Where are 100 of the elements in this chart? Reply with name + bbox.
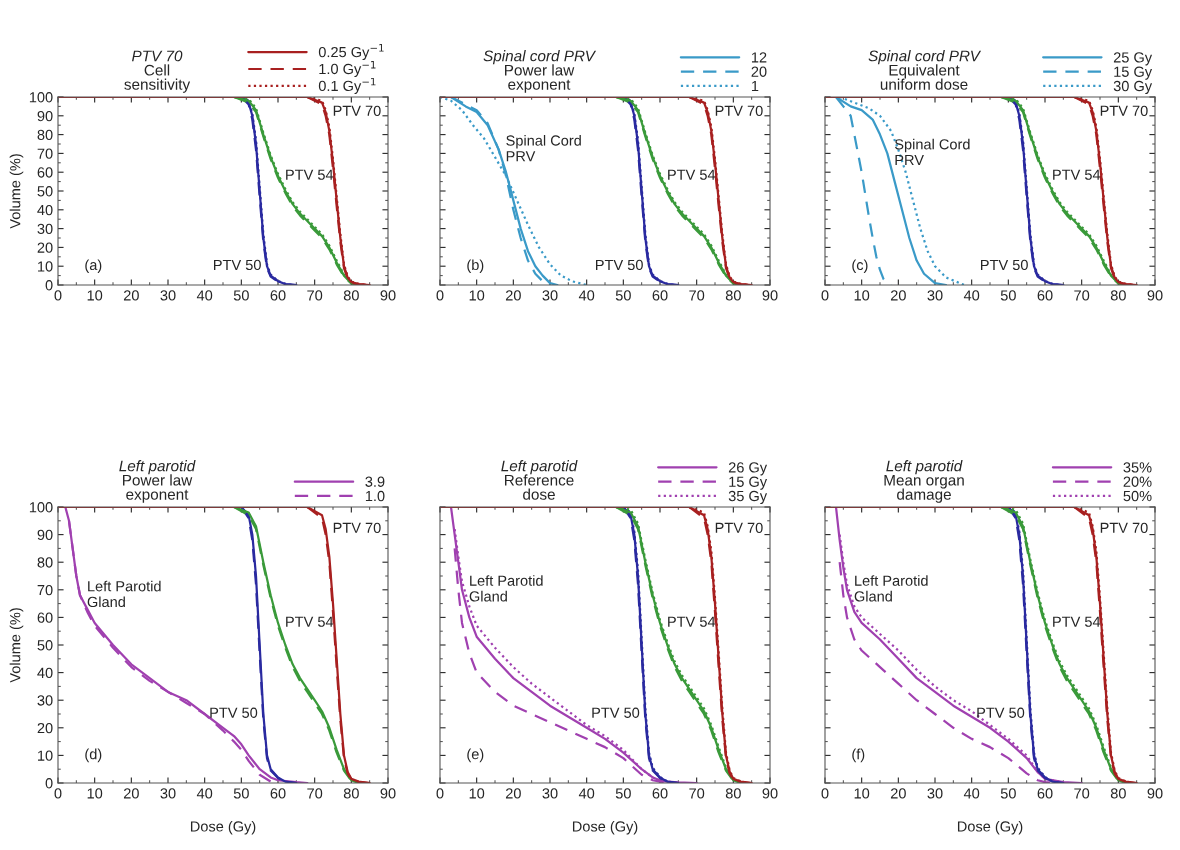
y-tick-label: 90 [37, 529, 53, 541]
x-tick-label: 70 [307, 290, 323, 301]
annotation: PTV 50 [210, 707, 258, 718]
chart-subtitle: Cell sensitivity [124, 64, 191, 93]
x-tick-label: 50 [615, 290, 631, 301]
legend-label: 30 Gy [1113, 80, 1153, 95]
annotation: Left Parotid Gland [854, 575, 928, 602]
annotation: PTV 54 [1053, 616, 1101, 627]
annotation: PTV 70 [333, 105, 381, 116]
x-tick-label: 60 [270, 290, 286, 301]
x-tick-label: 60 [1037, 788, 1053, 799]
annotation: PTV 70 [1100, 105, 1148, 116]
annotation: PTV 54 [286, 169, 334, 180]
x-tick-label: 70 [1074, 290, 1090, 301]
chart-title: Left parotid [501, 460, 578, 475]
x-tick-label: 20 [890, 290, 906, 301]
x-axis-title: Dose (Gy) [572, 820, 638, 835]
y-tick-label: 80 [37, 557, 53, 568]
y-tick-label: 30 [37, 695, 53, 706]
x-tick-label: 0 [436, 290, 444, 301]
annotation: PTV 54 [1053, 169, 1101, 180]
x-tick-label: 90 [1147, 290, 1163, 301]
legend-label: 35 Gy [728, 490, 768, 505]
x-tick-label: 70 [1074, 788, 1090, 799]
x-tick-label: 50 [233, 290, 249, 301]
y-tick-label: 70 [37, 584, 53, 596]
annotation: PTV 50 [214, 259, 261, 271]
annotation: PTV 50 [596, 259, 643, 271]
x-tick-label: 20 [505, 788, 521, 799]
y-tick-label: 40 [37, 204, 53, 216]
x-tick-label: 0 [821, 788, 829, 799]
y-tick-label: 10 [38, 750, 53, 761]
chart-subtitle: Power law exponent [123, 474, 193, 503]
annotation: Left Parotid Gland [87, 580, 161, 608]
annotation: PTV 70 [715, 522, 763, 533]
x-tick-label: 90 [762, 788, 778, 799]
x-tick-label: 10 [87, 788, 103, 799]
legend-label: 15 Gy [1114, 66, 1153, 80]
x-tick-label: 30 [160, 290, 176, 301]
chart-subtitle: Reference dose [505, 474, 574, 500]
x-tick-label: 70 [689, 788, 705, 799]
x-tick-label: 80 [1110, 290, 1126, 301]
legend-label: 25 Gy [1113, 52, 1153, 66]
x-tick-label: 60 [270, 788, 286, 799]
x-tick-label: 80 [343, 290, 359, 301]
y-tick-label: 0 [45, 778, 53, 789]
y-axis-title: Volume (%) [9, 154, 24, 229]
chart-title: Left parotid [119, 460, 196, 475]
legend-label: 0.25 Gy$^{−1}$ [318, 44, 384, 61]
annotation: PTV 54 [286, 616, 334, 627]
x-tick-label: 20 [890, 788, 906, 799]
legend-label: 1 [751, 81, 759, 92]
x-tick-label: 10 [87, 290, 103, 301]
y-tick-label: 20 [37, 722, 53, 734]
legend-label: 3.9 [365, 476, 385, 487]
chart-title: Spinal cord PRV [483, 50, 597, 65]
annotation: PTV 70 [1100, 522, 1148, 533]
x-tick-label: 50 [233, 788, 249, 799]
x-tick-label: 70 [307, 788, 323, 799]
x-tick-label: 30 [927, 290, 943, 301]
x-tick-label: 30 [927, 788, 943, 799]
x-tick-label: 0 [54, 788, 62, 799]
y-tick-label: 50 [37, 186, 53, 197]
legend-label: 1.0 Gy$^{−1}$ [319, 60, 376, 78]
x-tick-label: 30 [160, 788, 176, 799]
x-tick-label: 80 [1110, 788, 1126, 799]
chart-subtitle: Power law exponent [505, 64, 575, 93]
x-tick-label: 0 [54, 290, 62, 301]
x-tick-label: 10 [854, 788, 870, 799]
x-tick-label: 70 [689, 290, 705, 301]
x-tick-label: 50 [1000, 788, 1016, 799]
x-axis-title: Dose (Gy) [190, 820, 256, 835]
annotation: PTV 50 [592, 707, 640, 718]
x-tick-label: 10 [469, 788, 485, 799]
y-tick-label: 10 [38, 261, 53, 272]
x-tick-label: 80 [725, 290, 741, 301]
annotation: (e) [467, 748, 484, 763]
x-tick-label: 30 [542, 788, 558, 799]
y-tick-label: 20 [37, 242, 53, 253]
x-tick-label: 20 [123, 290, 139, 301]
y-axis-title: Volume (%) [9, 608, 24, 683]
legend-label: 20 [751, 66, 767, 77]
y-tick-label: 50 [37, 640, 53, 651]
annotation: PTV 54 [668, 616, 716, 627]
y-tick-label: 80 [37, 129, 53, 141]
x-tick-label: 40 [963, 290, 980, 301]
x-axis-title: Dose (Gy) [957, 820, 1023, 835]
chart-title: Left parotid [886, 460, 963, 475]
legend-label: 15 Gy [729, 476, 768, 490]
x-tick-label: 50 [1000, 290, 1016, 301]
annotation: (c) [852, 259, 868, 273]
annotation: PTV 70 [333, 522, 381, 533]
legend-label: 1.0 [365, 490, 385, 502]
chart-subtitle: Mean organ damage [884, 474, 964, 503]
x-tick-label: 10 [469, 290, 485, 301]
legend-label: 35% [1123, 462, 1152, 473]
y-tick-label: 30 [37, 223, 53, 235]
x-tick-label: 90 [1147, 788, 1163, 799]
y-tick-label: 0 [45, 280, 53, 291]
x-tick-label: 40 [196, 788, 213, 799]
